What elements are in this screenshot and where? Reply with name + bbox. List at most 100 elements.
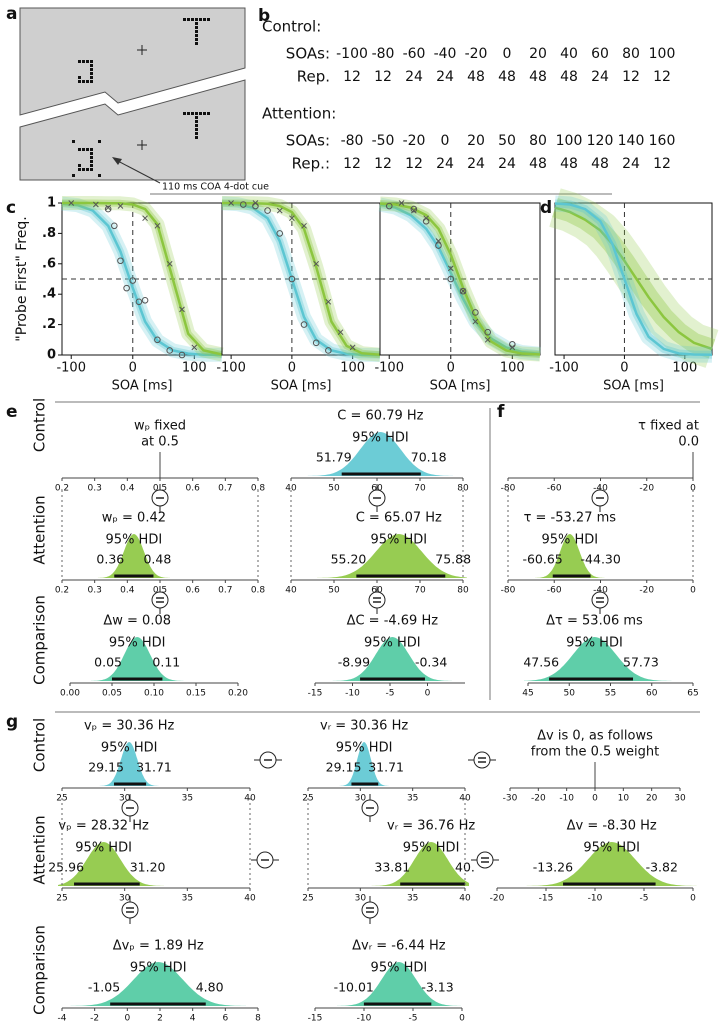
x-tick-label: -20	[490, 894, 505, 904]
x-tick-label: 65	[687, 689, 698, 699]
data-point	[337, 329, 344, 336]
x-tick-label: -4	[58, 1014, 67, 1023]
display-frame-2	[19, 79, 246, 181]
stimulus-dot	[191, 18, 194, 21]
x-tick-label: 45	[522, 689, 533, 699]
stimulus-dot	[195, 42, 198, 45]
stat-label: C = 60.79 Hz	[337, 409, 423, 424]
x-tick-label: 0	[447, 361, 455, 376]
x-tick-label: 30	[355, 794, 367, 804]
stimulus-dot	[78, 80, 81, 83]
table-cell: 24	[436, 69, 454, 85]
stimulus-dot	[90, 72, 93, 75]
data-point	[68, 200, 75, 206]
data-point	[288, 275, 296, 283]
stimulus-dot	[90, 80, 93, 83]
table-cell: 12	[622, 69, 640, 85]
x-tick-label: 40	[459, 894, 471, 904]
stimulus-dot	[195, 38, 198, 41]
x-tick-label: -40	[593, 586, 608, 596]
x-tick-label: 100	[672, 361, 697, 376]
hdi-high: 0.11	[152, 655, 180, 670]
table-cell: 50	[498, 133, 516, 149]
x-tick-label: -80	[501, 586, 516, 596]
hdi-high: -3.82	[646, 860, 678, 875]
data-point	[166, 260, 173, 267]
data-point	[459, 287, 467, 295]
data-point	[301, 222, 307, 229]
x-tick-label: 40	[285, 484, 297, 494]
data-point	[117, 257, 124, 265]
hdi-high: 31.71	[136, 760, 172, 775]
x-tick-label: 0.4	[120, 484, 135, 494]
stat-label: Δv = -8.30 Hz	[567, 819, 657, 834]
x-tick-label: -100	[374, 361, 404, 376]
x-tick-label: 2	[157, 1014, 163, 1023]
x-tick-label: -100	[56, 361, 86, 376]
hdi-label: 95% HDI	[370, 533, 427, 548]
data-point	[276, 207, 283, 214]
cue-arrowhead	[112, 157, 122, 165]
hdi-label: 95% HDI	[336, 741, 393, 756]
x-tick-label: 35	[407, 794, 418, 804]
operator	[361, 901, 379, 919]
fixed-label: from the 0.5 weight	[531, 745, 660, 760]
x-tick-label: 0.10	[144, 689, 164, 699]
hdi-label: 95% HDI	[583, 841, 640, 856]
x-tick-label: 80	[457, 484, 469, 494]
x-tick-label: 0.2	[55, 586, 69, 596]
hdi-high: 31.20	[130, 860, 166, 875]
posterior-histogram	[99, 742, 159, 786]
hdi-label: 95% HDI	[130, 961, 187, 976]
x-tick-label: 0.6	[186, 586, 201, 596]
stimulus-dot	[86, 168, 89, 171]
stimulus-dot	[82, 60, 85, 63]
fit-curve	[221, 202, 381, 357]
stimulus-dot	[90, 156, 93, 159]
stimulus-dot	[78, 76, 81, 79]
stimulus-dot	[86, 60, 89, 63]
data-point	[312, 339, 320, 347]
data-point	[325, 347, 332, 354]
data-point	[460, 288, 466, 295]
data-point	[239, 201, 247, 208]
stimulus-dot	[199, 18, 202, 21]
stat-label: C = 65.07 Hz	[356, 511, 442, 526]
data-point	[123, 284, 130, 292]
stimulus-dot	[86, 148, 89, 151]
stimulus-dot	[82, 168, 85, 171]
fit-curve	[62, 201, 223, 356]
data-point	[252, 200, 259, 206]
x-tick-label: 80	[457, 586, 469, 596]
data-point	[166, 347, 173, 354]
stimulus-dot	[78, 168, 81, 171]
x-tick-label: -20	[531, 794, 546, 804]
hdi-low: -13.26	[533, 860, 573, 875]
x-tick-label: 25	[302, 894, 313, 904]
stimulus-dot	[199, 112, 202, 115]
hdi-low: 55.20	[331, 552, 367, 567]
x-tick-label: -40	[593, 484, 608, 494]
panel-label: c	[6, 198, 16, 218]
stimulus-dot	[86, 80, 89, 83]
posterior-histogram	[371, 842, 469, 886]
posterior-histogram	[535, 534, 605, 578]
x-tick-label: 0.20	[228, 689, 248, 699]
table-cell: 100	[649, 46, 676, 62]
x-tick-label: 0.8	[251, 484, 266, 494]
x-tick-label: 30	[355, 894, 367, 904]
stimulus-dot	[203, 18, 206, 21]
x-tick-label: 100	[182, 361, 207, 376]
group-title: Attention:	[262, 105, 336, 123]
data-point	[141, 296, 149, 304]
table-cell: 48	[591, 156, 609, 172]
hdi-high: 40.	[455, 860, 475, 875]
x-tick-label: 0	[425, 689, 431, 699]
operator	[591, 591, 609, 609]
table-cell: 48	[529, 69, 547, 85]
x-tick-label: 50	[328, 484, 340, 494]
stimulus-dot	[90, 76, 93, 79]
y-tick-label: .8	[42, 226, 56, 241]
data-point	[300, 321, 308, 328]
stimulus-dot	[90, 168, 93, 171]
